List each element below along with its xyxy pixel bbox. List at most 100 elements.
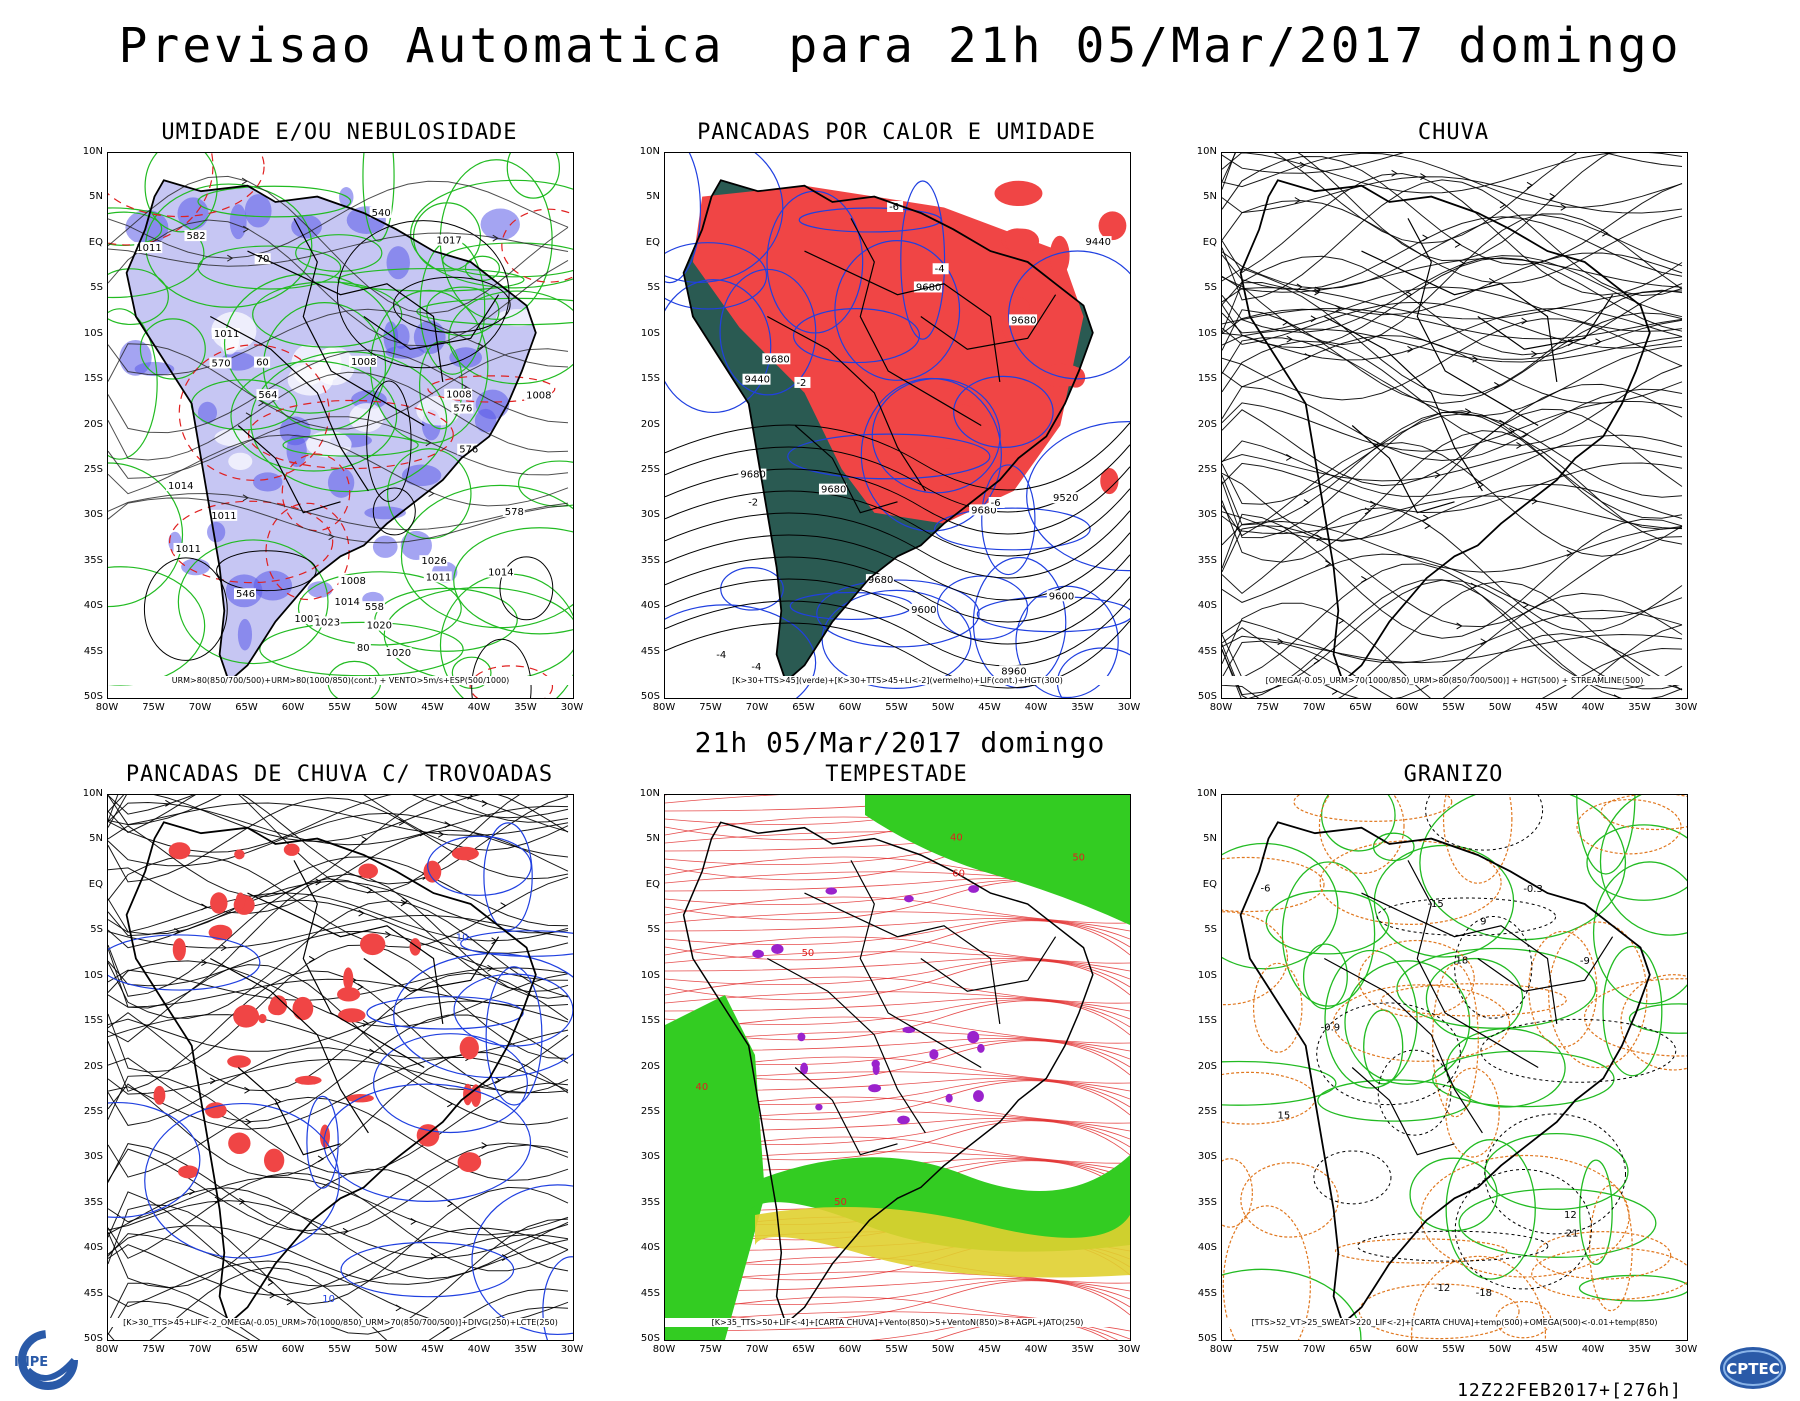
map-plot: 18 21 -6 -9 -12 -15 -18 -0.3 -0.9 15 12 9 bbox=[1222, 795, 1687, 1340]
contour-label: 9440 bbox=[1086, 237, 1111, 248]
lat-tick-label: 10N bbox=[82, 788, 103, 799]
run-label: 12Z22FEB2017+[276h] bbox=[1457, 1380, 1682, 1401]
map-panel: 1008 1008 1008 1011 1008 1011 1014 1014 1008 1011… bbox=[107, 152, 574, 699]
contour-label: 564 bbox=[258, 390, 277, 401]
contour-label: 18 bbox=[1455, 956, 1468, 967]
map-panel: 9680 9680 9680 9680 9680 9680 9680 9600 9600 9520… bbox=[664, 152, 1131, 699]
lat-tick-label: 50S bbox=[640, 1333, 660, 1344]
contour-label: 558 bbox=[365, 602, 384, 613]
lon-tick-label: 75W bbox=[142, 702, 165, 713]
lat-tick-label: 25S bbox=[640, 1105, 660, 1117]
lat-tick-label: 5S bbox=[647, 282, 660, 294]
lat-tick-label: EQ bbox=[645, 878, 660, 890]
lon-tick-label: 35W bbox=[1071, 702, 1094, 713]
lon-tick-label: 75W bbox=[1256, 702, 1279, 713]
lat-tick-label: 10S bbox=[640, 969, 660, 981]
lon-tick-label: 70W bbox=[745, 1344, 769, 1355]
panel-legend: [K>35_TTS>50+LIF<-4]+[CARTA CHUVA]+Vento… bbox=[665, 1318, 1130, 1327]
lon-tick-label: 40W bbox=[467, 702, 491, 713]
panel-legend: [K>30+TTS>45](verde)+[K>30+TTS>45+LI<-2]… bbox=[665, 676, 1130, 685]
contour-label: -4 bbox=[935, 264, 945, 275]
contour-label: -4 bbox=[716, 650, 726, 661]
contour-label: 40 bbox=[950, 833, 963, 844]
lat-tick-label: 35S bbox=[83, 554, 103, 566]
lon-tick-label: 35W bbox=[1071, 1344, 1094, 1355]
lat-tick-label: EQ bbox=[1202, 236, 1217, 248]
contour-label: 9440 bbox=[744, 375, 769, 386]
map-panel: 10 10 [K>30_TTS>45+LIF<-2_OMEGA(-0.05)_URM… bbox=[107, 794, 574, 1341]
lon-tick-label: 50W bbox=[931, 1344, 955, 1355]
contour-label: 9 bbox=[1480, 917, 1486, 928]
map-plot: 1008 1008 1008 1011 1008 1011 1014 1014 1008 1011… bbox=[108, 153, 573, 698]
lat-tick-label: 15S bbox=[1197, 373, 1217, 385]
lat-tick-label: 5N bbox=[646, 833, 660, 845]
inpe-logo-text: INPE bbox=[14, 1355, 48, 1370]
lon-tick-label: 60W bbox=[281, 1344, 305, 1355]
panel-title: GRANIZO bbox=[1403, 762, 1504, 787]
lat-tick-label: 10N bbox=[639, 788, 660, 799]
contour-label: 582 bbox=[186, 231, 205, 242]
contour-label: 9600 bbox=[911, 605, 936, 616]
lat-tick-label: 25S bbox=[1197, 1105, 1217, 1117]
page-title: Previsao Automatica para 21h 05/Mar/2017… bbox=[118, 18, 1682, 74]
map-panel: 18 21 -6 -9 -12 -15 -18 -0.3 -0.9 15 12 9 [TTS>52_VT… bbox=[1221, 794, 1688, 1341]
lon-tick-label: 65W bbox=[1349, 702, 1372, 713]
lat-tick-label: 30S bbox=[83, 1151, 103, 1163]
lon-tick-label: 35W bbox=[1628, 1344, 1651, 1355]
lat-tick-label: 10N bbox=[639, 146, 660, 157]
contour-label: -6 bbox=[889, 202, 899, 213]
lat-tick-label: 45S bbox=[83, 1287, 103, 1299]
panel-title: TEMPESTADE bbox=[825, 762, 968, 787]
contour-label: 9600 bbox=[1049, 591, 1074, 602]
lat-tick-label: 45S bbox=[1197, 1287, 1217, 1299]
contour-label: -2 bbox=[796, 378, 806, 389]
contour-label: 60 bbox=[952, 868, 965, 879]
lat-tick-label: 20S bbox=[1197, 1060, 1217, 1072]
contour-label: 10 bbox=[456, 932, 469, 943]
contour-label: 1008 bbox=[446, 390, 471, 401]
panel-legend: [K>30_TTS>45+LIF<-2_OMEGA(-0.05)_URM>70(… bbox=[108, 1318, 573, 1327]
lon-tick-label: 65W bbox=[792, 1344, 815, 1355]
lon-tick-label: 80W bbox=[652, 1344, 676, 1355]
lon-tick-label: 80W bbox=[95, 702, 119, 713]
forecast-time-title: 21h 05/Mar/2017 domingo bbox=[694, 726, 1106, 759]
contour-label: 570 bbox=[212, 358, 231, 369]
lon-tick-label: 30W bbox=[1117, 1344, 1141, 1355]
lat-tick-label: 15S bbox=[83, 373, 103, 385]
panel-title: UMIDADE E/OU NEBULOSIDADE bbox=[161, 120, 518, 145]
lat-tick-label: 5N bbox=[89, 833, 103, 845]
lon-tick-label: 30W bbox=[1674, 702, 1698, 713]
contour-label: 9680 bbox=[971, 505, 996, 516]
map-panel: 50 40 50 60 40 50 [K>35_TTS>50+LIF<-4]+[CARTA … bbox=[664, 794, 1131, 1341]
contour-label: 15 bbox=[1278, 1110, 1291, 1121]
lon-tick-label: 55W bbox=[1442, 1344, 1465, 1355]
lat-tick-label: 25S bbox=[83, 1105, 103, 1117]
map-plot bbox=[1222, 153, 1683, 698]
lon-tick-label: 35W bbox=[514, 702, 537, 713]
lon-tick-label: 60W bbox=[281, 702, 305, 713]
lon-tick-label: 70W bbox=[188, 702, 212, 713]
lat-tick-label: 30S bbox=[640, 1151, 660, 1163]
lat-tick-label: 25S bbox=[83, 463, 103, 475]
panel-title: PANCADAS POR CALOR E UMIDADE bbox=[697, 120, 1096, 145]
contour-label: 1014 bbox=[488, 568, 513, 579]
lat-tick-label: 10S bbox=[640, 327, 660, 339]
lon-tick-label: 30W bbox=[560, 1344, 584, 1355]
lat-tick-label: 20S bbox=[640, 418, 660, 430]
lon-tick-label: 35W bbox=[1628, 702, 1651, 713]
lat-tick-label: 15S bbox=[640, 373, 660, 385]
panel-title: CHUVA bbox=[1417, 120, 1490, 145]
contour-label: -18 bbox=[1476, 1288, 1492, 1299]
lon-tick-label: 40W bbox=[1581, 702, 1605, 713]
lon-tick-label: 60W bbox=[838, 702, 862, 713]
lat-tick-label: 5N bbox=[646, 191, 660, 203]
lat-tick-label: 10N bbox=[1196, 146, 1217, 157]
contour-label: 60 bbox=[256, 358, 269, 369]
contour-label: 1026 bbox=[421, 556, 446, 567]
lon-tick-label: 55W bbox=[328, 1344, 351, 1355]
contour-label: 1008 bbox=[340, 576, 365, 587]
contour-label: 9680 bbox=[740, 470, 765, 481]
contour-label: 80 bbox=[357, 643, 370, 654]
lon-tick-label: 50W bbox=[931, 702, 955, 713]
contour-label: 1020 bbox=[367, 621, 392, 632]
